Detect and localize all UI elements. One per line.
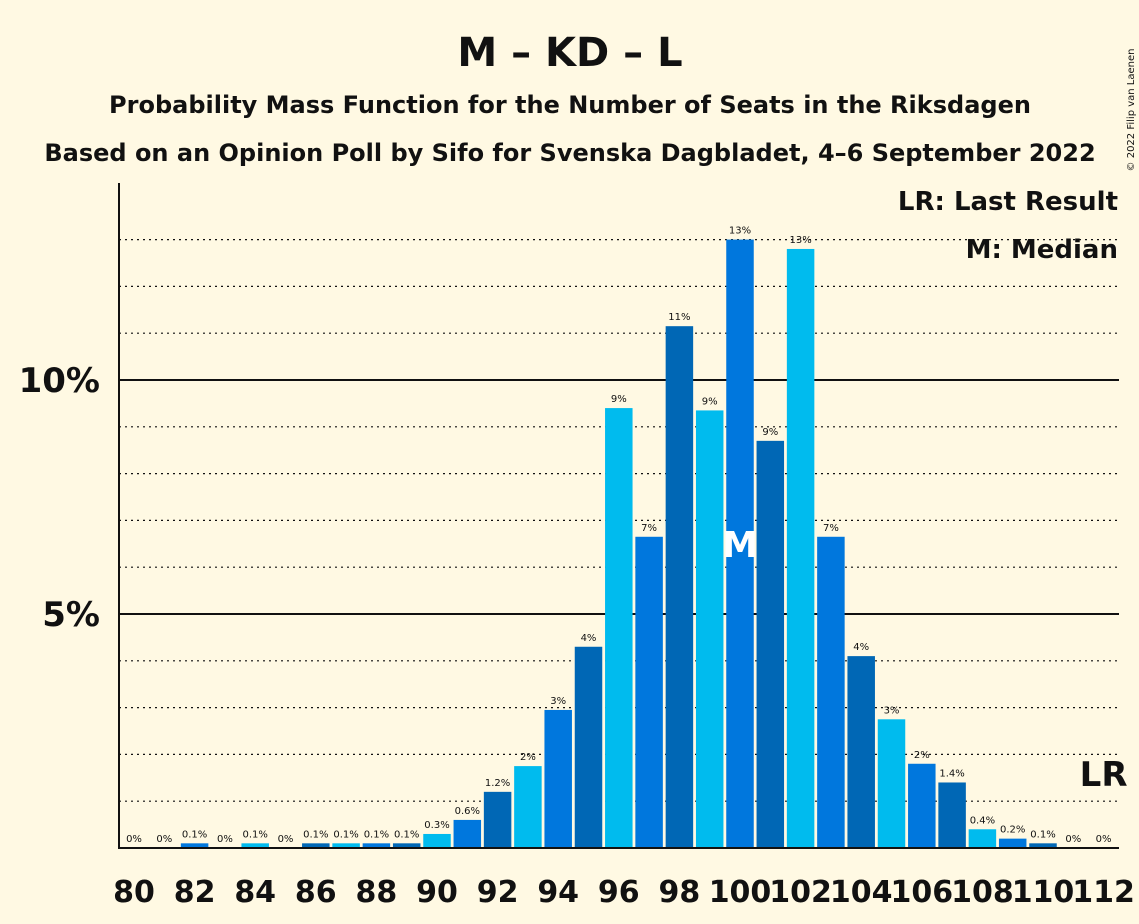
legend-median: M: Median [966,235,1118,265]
chart-title: M – KD – L [457,30,682,76]
data-label-seat-97: 7% [641,523,657,534]
bar-seat-86 [302,843,330,848]
x-tick-label: 102 [769,875,832,910]
data-label-seat-92: 1.2% [485,778,510,789]
x-axis-ticks: 80 82 84 86 88 90 92 94 96 98 10010210410610811011… [113,875,1135,910]
data-label-seat-90: 0.3% [424,820,449,831]
x-tick-label: 84 [234,875,276,910]
bars [180,239,1057,849]
x-tick-label: 90 [416,875,458,910]
bar-seat-105 [877,719,906,848]
data-label-seat-101: 9% [762,427,778,438]
x-tick-label: 82 [174,875,216,910]
bar-seat-108 [968,829,997,848]
data-label-seat-84: 0.1% [242,829,267,840]
chart-subtitle: Probability Mass Function for the Number… [109,91,1031,119]
data-label-seat-106: 2% [914,750,930,761]
bar-seat-98 [665,326,694,848]
y-tick-label: 10% [19,361,100,401]
bar-seat-90 [423,833,451,848]
legend-last-result: LR: Last Result [898,187,1118,217]
bar-seat-102 [786,248,815,848]
bar-seat-96 [605,408,633,848]
data-labels: 0% 0% 0.1% 0% 0.1% 0% 0.1% 0.1% 0.1% 0.1% 0.3% 0.6%… [126,226,1111,845]
x-tick-label: 92 [477,875,519,910]
data-label-seat-110: 0.1% [1030,829,1055,840]
median-marker: M [722,525,758,566]
data-label-seat-82: 0.1% [182,829,207,840]
data-label-seat-107: 1.4% [939,768,964,779]
x-tick-label: 108 [951,875,1014,910]
bar-seat-95 [574,646,603,848]
data-label-seat-96: 9% [611,394,627,405]
bar-seat-100 [726,239,754,849]
data-label-seat-80: 0% [126,834,142,845]
x-tick-label: 110 [1012,875,1075,910]
bar-seat-94 [544,709,572,848]
x-tick-label: 80 [113,875,155,910]
bar-seat-82 [180,843,209,848]
x-tick-label: 98 [659,875,701,910]
data-label-seat-81: 0% [156,834,172,845]
markers: M LR [722,525,1127,795]
copyright: © 2022 Filip van Laenen [1126,49,1137,172]
data-label-seat-111: 0% [1065,834,1081,845]
x-tick-label: 112 [1072,875,1135,910]
bar-seat-87 [332,843,360,848]
bar-seat-99 [695,410,724,848]
bar-seat-101 [756,440,785,848]
data-label-seat-85: 0% [278,834,294,845]
data-label-seat-102: 13% [789,235,811,246]
data-label-seat-95: 4% [581,633,597,644]
data-label-seat-99: 9% [702,396,718,407]
data-label-seat-86: 0.1% [303,829,328,840]
bar-seat-110 [1029,843,1057,848]
x-tick-label: 88 [356,875,398,910]
data-label-seat-103: 7% [823,523,839,534]
bar-seat-84 [241,843,269,848]
data-label-seat-93: 2% [520,752,536,763]
bar-seat-91 [453,819,482,848]
x-tick-label: 96 [598,875,640,910]
data-label-seat-104: 4% [853,642,869,653]
x-tick-label: 86 [295,875,337,910]
bar-seat-89 [392,843,421,848]
data-label-seat-112: 0% [1096,834,1112,845]
data-label-seat-88: 0.1% [364,829,389,840]
x-tick-label: 100 [709,875,772,910]
bar-seat-107 [938,782,966,848]
data-label-seat-94: 3% [550,696,566,707]
y-tick-label: 5% [42,595,100,635]
bar-seat-93 [514,766,542,848]
y-axis-ticks: 5% 10% [19,361,100,635]
data-label-seat-89: 0.1% [394,829,419,840]
x-tick-label: 94 [537,875,579,910]
bar-seat-97 [635,536,663,848]
bar-seat-92 [483,791,512,848]
bar-seat-109 [998,838,1027,848]
data-label-seat-100: 13% [729,226,751,237]
bar-seat-106 [908,763,936,848]
data-label-seat-109: 0.2% [1000,825,1025,836]
bar-seat-103 [817,536,845,848]
bar-seat-104 [847,656,875,848]
data-label-seat-91: 0.6% [455,806,480,817]
bar-seat-88 [362,843,391,848]
x-tick-label: 104 [830,875,893,910]
chart-source: Based on an Opinion Poll by Sifo for Sve… [44,139,1095,167]
data-label-seat-98: 11% [668,312,690,323]
last-result-marker: LR [1080,755,1128,795]
data-label-seat-87: 0.1% [333,829,358,840]
data-label-seat-105: 3% [884,705,900,716]
data-label-seat-108: 0.4% [970,815,995,826]
data-label-seat-83: 0% [217,834,233,845]
x-tick-label: 106 [890,875,953,910]
